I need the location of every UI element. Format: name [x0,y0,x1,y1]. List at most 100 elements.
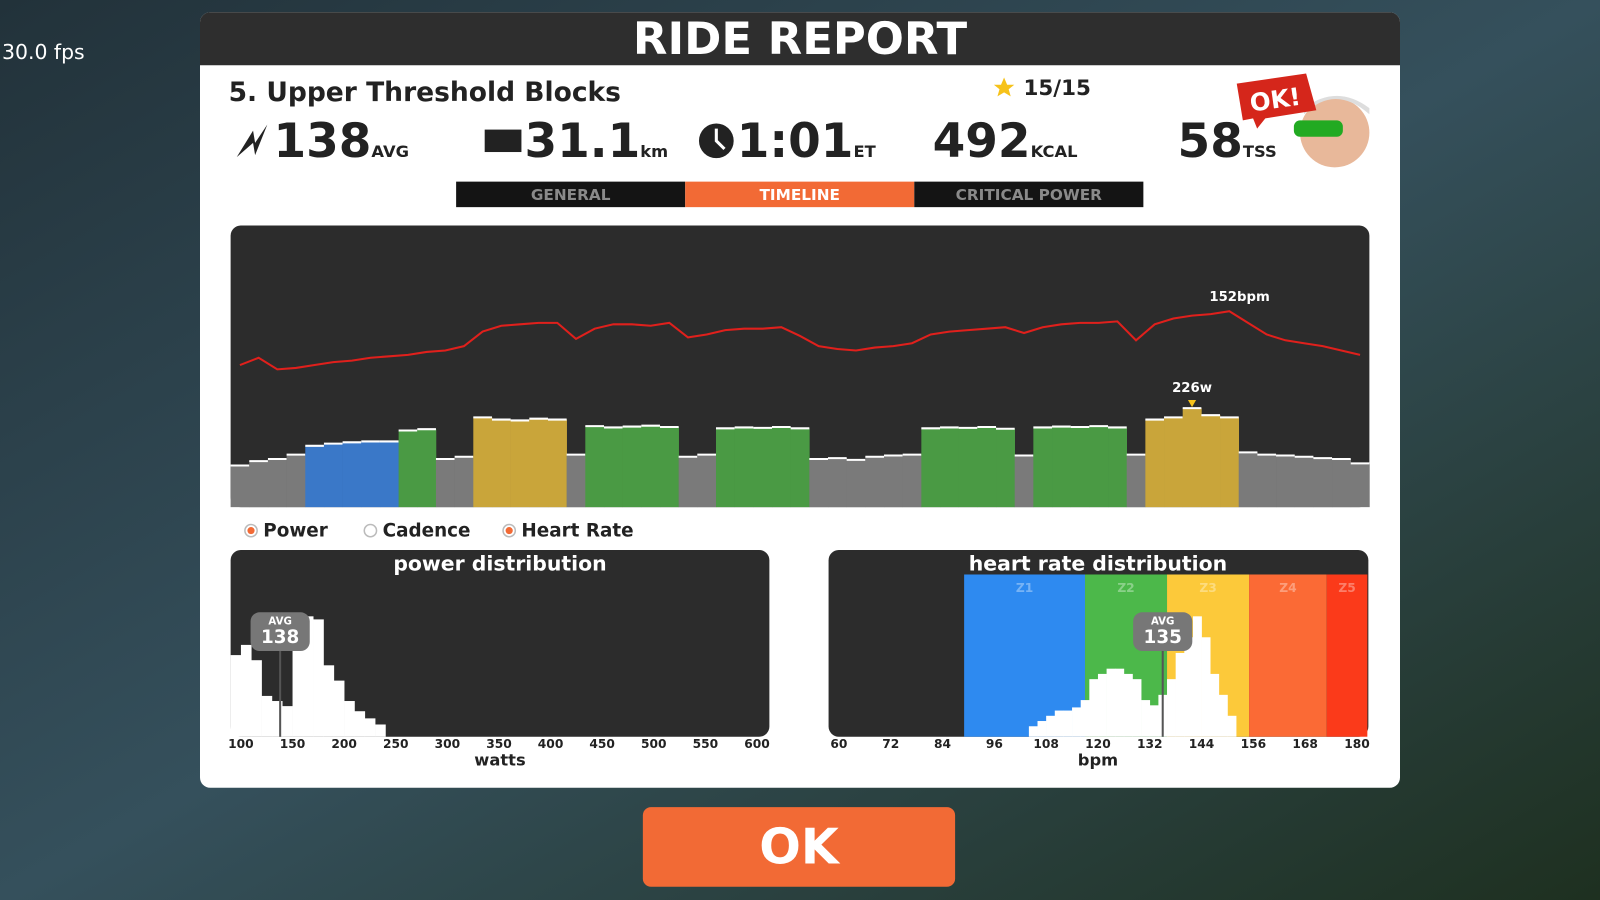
tab[interactable] [914,181,1144,208]
x-tick-label: 400 [538,737,564,751]
power-bar [267,458,287,508]
power-bar [1108,427,1128,508]
clock-hands [714,128,726,151]
heart-rate-line [239,310,1361,371]
tab[interactable] [685,181,915,208]
x-tick-label: 200 [331,737,357,751]
histogram-bar [282,706,293,737]
x-tick-label: 72 [882,737,899,751]
histogram-bar [375,724,386,737]
tab-label[interactable]: CRITICAL POWER [956,186,1102,204]
power-bar [828,458,847,508]
badge-bubble [1236,73,1317,129]
stat-unit: TSS [1243,142,1277,161]
histogram-bar [323,665,335,737]
stat-unit: km [640,142,668,161]
legend-toggle[interactable] [363,523,378,538]
stat-unit: AVG [371,142,409,161]
legend-label[interactable]: Heart Rate [521,521,633,542]
distributions: power distribution 100 150 200 250 300 350 400 4… [228,551,1370,769]
tab[interactable] [456,181,686,208]
histogram-bar [1080,700,1090,737]
x-axis-label: bpm [1078,750,1118,769]
stat-unit: ET [853,142,876,161]
title: RIDE REPORT [633,12,968,65]
avg-label: AVG [268,616,291,627]
power-bar [286,454,306,508]
stat-value: 31.1 [524,114,640,169]
x-tick-label: 132 [1137,737,1163,751]
stars: 15/15 [1023,76,1090,101]
power-bar [603,427,623,508]
histogram-bar [1089,679,1099,737]
power-bar [491,419,511,508]
histogram-bar [313,619,324,737]
x-tick-label: 168 [1292,737,1318,751]
x-tick-label: 350 [486,737,512,751]
power-bar [734,427,754,508]
power-bar [958,427,978,508]
histogram-bar [1063,710,1073,737]
power-bar [454,456,474,508]
histogram-bar [1106,668,1116,737]
x-tick-label: 96 [986,737,1003,751]
zone-label: Z1 [1016,581,1033,595]
avatar-hair [1304,95,1370,115]
x-tick-label: 156 [1241,737,1267,751]
histogram-bar [1097,673,1107,737]
histogram-bar [1123,673,1133,737]
stat: 138AVG [273,114,408,169]
histogram-bar [354,711,366,737]
star-icon [993,77,1015,97]
avatar-glasses [1293,120,1343,137]
power-bar [622,426,642,508]
histogram-bar [344,701,355,737]
stat-value: 58 [1178,114,1243,169]
fps-counter: 30.0 fps [2,40,85,64]
power-bar [529,418,549,508]
power-bar [1033,427,1053,508]
histogram-bar [261,695,273,737]
x-tick-label: 600 [744,737,770,751]
power-bar [305,445,325,508]
legend-toggle-dot[interactable] [247,527,255,535]
power-bar [1164,417,1184,508]
stat: 31.1km [524,114,668,169]
x-tick-label: 108 [1033,737,1059,751]
histogram-bar [1201,637,1211,737]
histogram-bar [1132,679,1142,737]
histogram-bar [333,680,345,737]
histogram-bar [292,634,304,737]
power-bar [473,417,493,508]
power-bar [249,461,269,508]
avg-value: 135 [1144,627,1182,648]
power-bar [771,426,791,508]
power-bar [1294,456,1314,508]
workout-name: 5. Upper Threshold Blocks [229,77,621,108]
legend-label[interactable]: Power [263,521,328,542]
legend: Power Cadence Heart Rate [244,521,634,542]
ok-button[interactable] [642,807,956,887]
zone-label: Z3 [1199,581,1216,595]
power-bar [678,456,698,508]
zone-band [1249,574,1327,737]
legend-label[interactable]: Cadence [383,521,471,542]
histogram-bar [1037,721,1047,737]
tab-label[interactable]: TIMELINE [759,186,840,204]
power-bar [361,441,381,508]
power-bar [1276,455,1296,508]
tab-label[interactable]: GENERAL [531,186,611,204]
histogram-bar [271,701,283,737]
power-bar [547,419,567,508]
zone-label: Z5 [1338,581,1355,595]
stat-value: 1:01 [737,114,854,169]
power-bar [1257,454,1277,508]
power-bar [1238,452,1258,508]
power-bar [884,455,903,508]
legend-toggle-dot[interactable] [505,527,513,535]
power-bar [697,454,717,508]
power-bar [1182,408,1202,508]
x-tick-label: 84 [934,737,951,751]
ok-button-label[interactable]: OK [759,818,841,875]
avg-bubble [250,612,310,652]
